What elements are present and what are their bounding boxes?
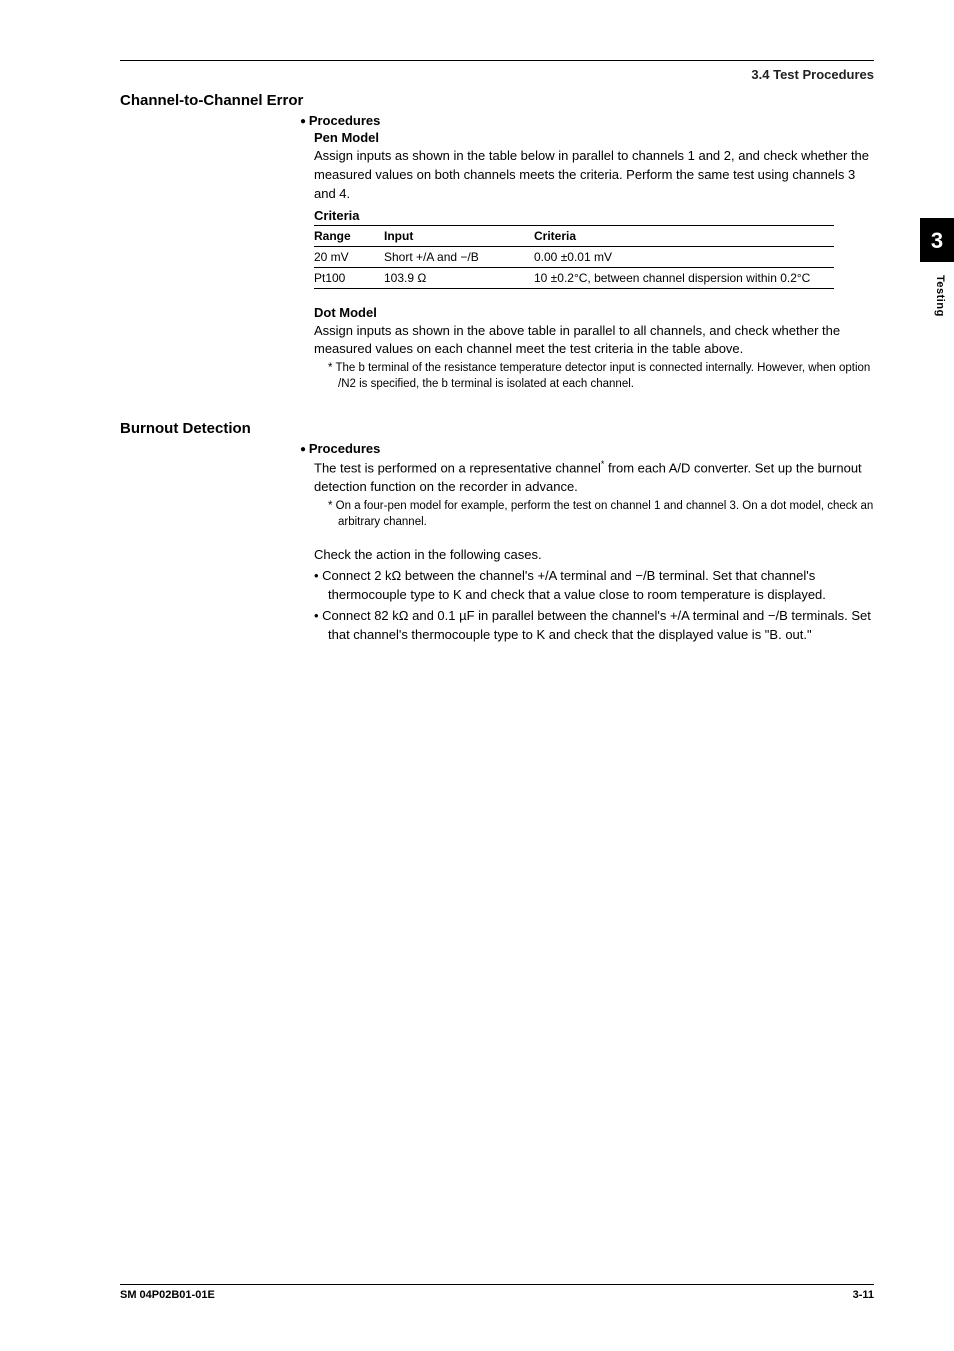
dot-model-footnote: The b terminal of the resistance tempera…	[338, 361, 874, 392]
section-reference: 3.4 Test Procedures	[120, 67, 874, 82]
pen-model-text: Assign inputs as shown in the table belo…	[314, 147, 874, 204]
intro-part-a: The test is performed on a representativ…	[314, 461, 601, 476]
cell-range: Pt100	[314, 267, 384, 288]
burnout-intro: The test is performed on a representativ…	[314, 458, 874, 497]
table-header-row: Range Input Criteria	[314, 225, 834, 246]
procedures-heading: Procedures	[300, 113, 874, 128]
criteria-table: Range Input Criteria 20 mV Short +/A and…	[314, 225, 834, 289]
top-rule	[120, 60, 874, 61]
cell-range: 20 mV	[314, 246, 384, 267]
document-id: SM 04P02B01-01E	[120, 1289, 215, 1301]
table-row: 20 mV Short +/A and −/B 0.00 ±0.01 mV	[314, 246, 834, 267]
procedures-heading: Procedures	[300, 441, 874, 456]
chapter-label: Testing	[934, 275, 946, 317]
check-bullet-2: Connect 82 kΩ and 0.1 µF in parallel bet…	[328, 607, 874, 645]
burnout-footnote: On a four-pen model for example, perform…	[338, 499, 874, 530]
pen-model-heading: Pen Model	[314, 130, 874, 145]
chapter-number: 3	[920, 228, 954, 254]
th-range: Range	[314, 225, 384, 246]
cell-input: 103.9 Ω	[384, 267, 534, 288]
cell-criteria: 0.00 ±0.01 mV	[534, 246, 834, 267]
th-input: Input	[384, 225, 534, 246]
criteria-heading: Criteria	[314, 208, 874, 223]
check-intro: Check the action in the following cases.	[314, 546, 874, 565]
section-title-burnout: Burnout Detection	[120, 420, 874, 437]
section-title-channel-error: Channel-to-Channel Error	[120, 92, 874, 109]
page: 3.4 Test Procedures Channel-to-Channel E…	[0, 0, 954, 1351]
page-footer: SM 04P02B01-01E 3-11	[120, 1284, 874, 1301]
dot-model-heading: Dot Model	[314, 305, 874, 320]
page-number: 3-11	[853, 1289, 874, 1301]
cell-input: Short +/A and −/B	[384, 246, 534, 267]
check-bullet-1: Connect 2 kΩ between the channel's +/A t…	[328, 567, 874, 605]
table-row: Pt100 103.9 Ω 10 ±0.2°C, between channel…	[314, 267, 834, 288]
cell-criteria: 10 ±0.2°C, between channel dispersion wi…	[534, 267, 834, 288]
dot-model-text: Assign inputs as shown in the above tabl…	[314, 322, 874, 360]
th-criteria: Criteria	[534, 225, 834, 246]
burnout-content: Procedures The test is performed on a re…	[300, 441, 874, 644]
channel-error-content: Procedures Pen Model Assign inputs as sh…	[300, 113, 874, 392]
chapter-tab: 3	[920, 218, 954, 262]
